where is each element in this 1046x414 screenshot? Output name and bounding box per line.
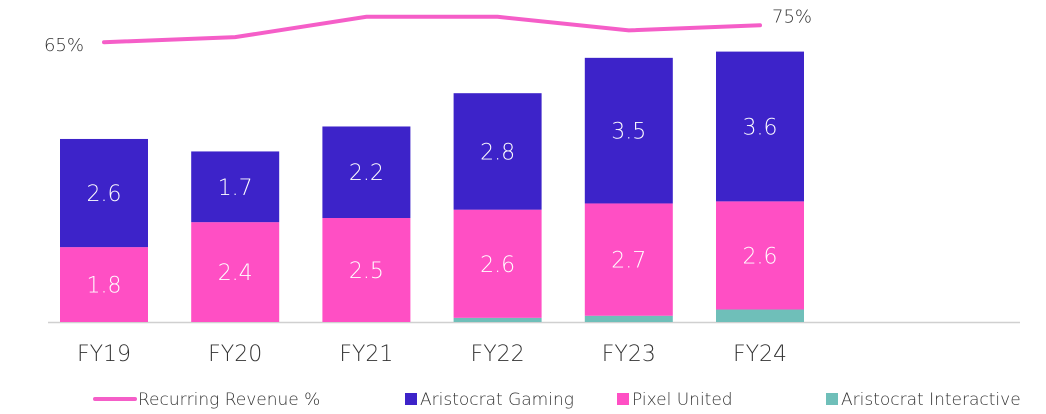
bar-value-label: 2.6 xyxy=(480,253,515,278)
x-tick-label: FY24 xyxy=(733,342,787,367)
bar-segment xyxy=(191,222,280,322)
bar-segment xyxy=(453,317,542,322)
x-tick-label: FY19 xyxy=(77,342,131,367)
bar-value-label: 2.8 xyxy=(480,140,515,165)
bar-segment xyxy=(716,51,804,202)
bar-segment xyxy=(322,126,411,218)
bar-segment xyxy=(453,209,542,318)
legend-label: Aristocrat Gaming xyxy=(420,390,574,410)
bar-segment xyxy=(322,218,411,322)
bar-segment xyxy=(716,201,804,310)
bar-value-label: 2.4 xyxy=(218,261,253,286)
legend-swatch xyxy=(405,393,417,405)
line-series xyxy=(102,14,762,45)
x-tick-label: FY21 xyxy=(339,342,393,367)
legend-swatch xyxy=(826,393,838,405)
bar-segment xyxy=(584,315,673,322)
x-tick-label: FY20 xyxy=(208,342,262,367)
legend-label: Pixel United xyxy=(632,390,733,410)
bar-value-label: 1.8 xyxy=(87,274,122,299)
bar-value-label: 2.2 xyxy=(349,161,384,186)
bar-segment xyxy=(191,151,280,223)
bar-segment xyxy=(60,247,148,322)
bar-segment xyxy=(453,93,542,210)
bar-segment xyxy=(584,203,673,316)
bar-value-label: 2.6 xyxy=(743,244,778,269)
legend-swatch xyxy=(617,393,629,405)
x-tick-label: FY23 xyxy=(602,342,656,367)
bar-segment xyxy=(716,309,804,322)
bar-value-label: 3.5 xyxy=(611,120,646,145)
bar-value-label: 2.5 xyxy=(349,259,384,284)
bar-segment xyxy=(584,57,673,204)
legend-label: Aristocrat Interactive xyxy=(841,390,1021,410)
bar-segment xyxy=(60,138,148,248)
bar-value-label: 3.6 xyxy=(743,115,778,140)
bar-value-label: 1.7 xyxy=(218,176,253,201)
bar-value-label: 2.6 xyxy=(87,182,122,207)
x-tick-label: FY22 xyxy=(471,342,525,367)
legend-label: Recurring Revenue % xyxy=(138,390,320,410)
line-value-label: 75% xyxy=(772,6,812,27)
bar-value-label: 2.7 xyxy=(611,249,646,274)
line-value-label: 65% xyxy=(44,35,84,56)
